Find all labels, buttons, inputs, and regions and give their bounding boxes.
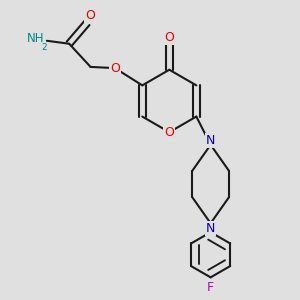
- Text: O: O: [110, 61, 120, 75]
- Text: N: N: [206, 221, 215, 235]
- Text: 2: 2: [41, 43, 47, 52]
- Text: F: F: [207, 281, 214, 294]
- Text: O: O: [164, 126, 174, 139]
- Text: O: O: [85, 9, 95, 22]
- Text: O: O: [164, 31, 174, 44]
- Text: N: N: [206, 134, 215, 146]
- Text: NH: NH: [26, 32, 44, 46]
